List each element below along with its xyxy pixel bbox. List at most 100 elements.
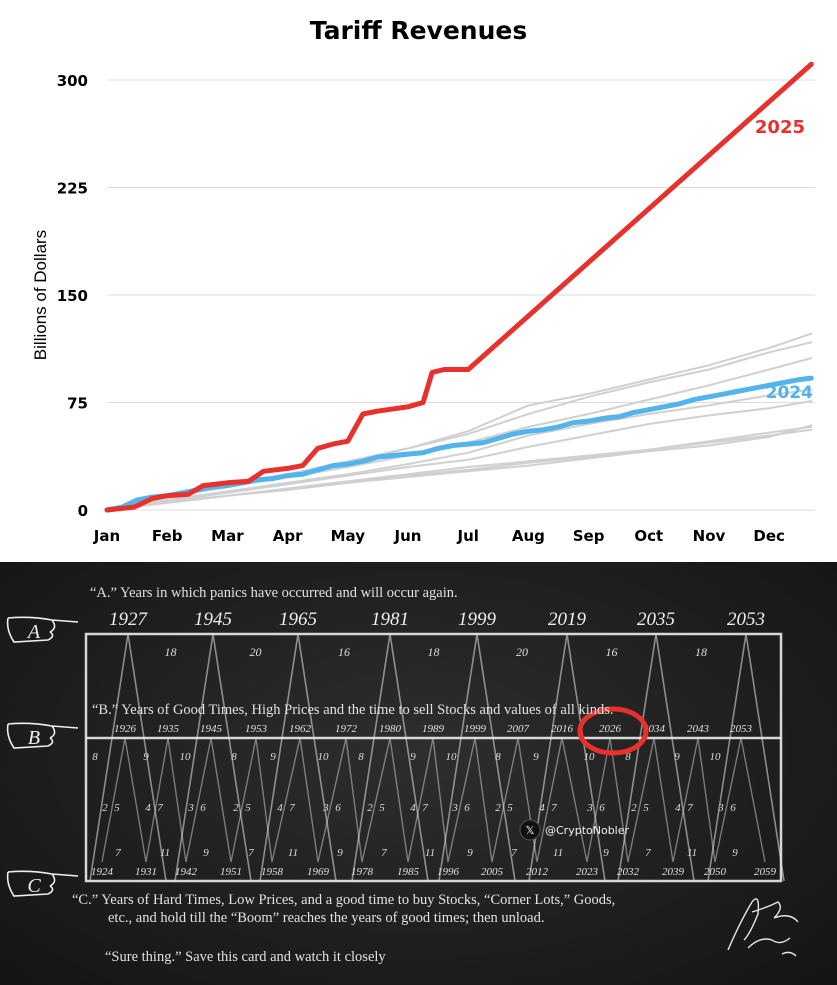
cycle-number: 10 (180, 751, 192, 763)
cycle-number: 3 (717, 802, 724, 814)
cycle-number: 10 (318, 751, 330, 763)
cycle-number: 7 (289, 802, 295, 814)
highlight-circle (577, 706, 649, 756)
cycle-number: 5 (507, 802, 513, 814)
good-year: 1935 (157, 723, 180, 735)
hard-year: 1985 (397, 866, 420, 878)
series-line-prior-year (106, 400, 813, 511)
y-tick-label: 0 (78, 502, 88, 520)
y-tick-label: 75 (67, 395, 88, 413)
cycle-number: 8 (358, 751, 364, 763)
panic-year: 1999 (458, 609, 497, 630)
good-year: 1945 (200, 723, 223, 735)
series-line-2024 (104, 375, 814, 513)
x-logo-glyph: 𝕏 (526, 824, 535, 837)
cycle-number: 3 (322, 802, 329, 814)
hand-outline (6, 616, 79, 643)
panic-triangle (617, 633, 695, 882)
signature-image (727, 898, 799, 957)
zigzag-path (101, 737, 766, 863)
panic-triangle (707, 633, 785, 882)
cycle-number: 6 (464, 802, 470, 814)
hand-outline (6, 870, 79, 897)
hard-year: 2012 (526, 866, 549, 878)
x-tick-label: Aug (512, 527, 545, 545)
cycle-number: 7 (115, 847, 121, 859)
panic-year: 2019 (548, 609, 587, 630)
cycle-number: 8 (625, 751, 631, 763)
panic-year: 1965 (279, 609, 317, 630)
cycle-number: 10 (584, 751, 596, 763)
cycle-number: 7 (645, 847, 651, 859)
hard-year: 1951 (220, 866, 242, 878)
card-line-a: “A.” Years in which panics have occurred… (90, 585, 458, 601)
cycle-number: 7 (511, 847, 517, 859)
cycle-number: 9 (143, 751, 149, 763)
card-line-b: “B.” Years of Good Times, High Prices an… (92, 702, 614, 718)
cycle-lines (89, 633, 785, 882)
panic-triangle (528, 633, 606, 882)
hard-year: 1969 (307, 866, 330, 878)
good-year: 2016 (551, 723, 574, 735)
good-year: 2026 (599, 723, 622, 735)
cycle-number: 10 (446, 751, 458, 763)
hard-year: 1996 (437, 866, 460, 878)
panic-triangle (351, 633, 429, 882)
cycle-number: 8 (495, 751, 501, 763)
y-tick-label: 225 (57, 180, 88, 198)
cycle-number: 7 (157, 802, 163, 814)
series-line-prior-year (106, 388, 813, 511)
watermark-handle: @CryptoNobler (545, 824, 630, 837)
cycle-number: 4 (539, 802, 545, 814)
y-tick-label: 150 (57, 287, 88, 305)
good-year: 2053 (730, 723, 753, 735)
good-year: 1953 (245, 723, 268, 735)
hard-year: 2039 (662, 866, 685, 878)
cycle-number: 8 (92, 751, 98, 763)
cycle-number: 10 (710, 751, 722, 763)
hard-year: 2059 (754, 866, 777, 878)
hard-year: 1978 (351, 866, 374, 878)
cycle-number: 7 (687, 802, 693, 814)
cycle-number: 9 (732, 847, 738, 859)
cycle-number: 6 (730, 802, 736, 814)
cycle-number: 11 (160, 847, 170, 859)
x-tick-label: Jul (456, 527, 478, 545)
card-line-c1: “C.” Years of Hard Times, Low Prices, an… (72, 892, 616, 908)
cycle-number: 5 (245, 802, 251, 814)
cycle-number: 3 (586, 802, 593, 814)
panic-triangle (174, 633, 252, 882)
good-year: 1926 (114, 723, 137, 735)
x-logo-icon (519, 819, 541, 841)
cycle-number: 6 (200, 802, 206, 814)
panic-interval: 16 (338, 645, 350, 659)
cycle-number: 3 (187, 802, 194, 814)
panic-interval: 18 (428, 645, 440, 659)
x-tick-label: Sep (573, 527, 605, 545)
hard-year: 2005 (481, 866, 504, 878)
cycle-number: 2 (495, 802, 501, 814)
cycle-number: 7 (248, 847, 254, 859)
good-year: 1972 (335, 723, 358, 735)
benner-card: 1927 1945 1965 1981 1999 2019 2035 2053 18 20 16 18… (0, 562, 837, 985)
series-line-prior-year (106, 424, 813, 511)
good-year: 2007 (507, 723, 530, 735)
hand-label: B (28, 727, 40, 749)
cycle-number: 11 (425, 847, 435, 859)
cycle-number: 5 (379, 802, 385, 814)
hard-year: 1931 (135, 866, 157, 878)
x-tick-label: Jan (93, 527, 120, 545)
series-label-2025: 2025 (755, 117, 805, 138)
panic-year: 1945 (194, 609, 232, 630)
x-tick-label: Nov (693, 527, 726, 545)
pointing-hand-icon (6, 722, 79, 749)
cycle-number: 2 (631, 802, 637, 814)
cycle-number: 6 (599, 802, 605, 814)
cycle-number: 11 (553, 847, 563, 859)
cycle-number: 4 (277, 802, 283, 814)
cycle-number: 11 (687, 847, 697, 859)
card-sure-thing: “Sure thing.” Save this card and watch i… (105, 949, 386, 965)
cycle-number: 2 (233, 802, 239, 814)
cycle-number: 9 (337, 847, 343, 859)
good-year: 1999 (464, 723, 487, 735)
